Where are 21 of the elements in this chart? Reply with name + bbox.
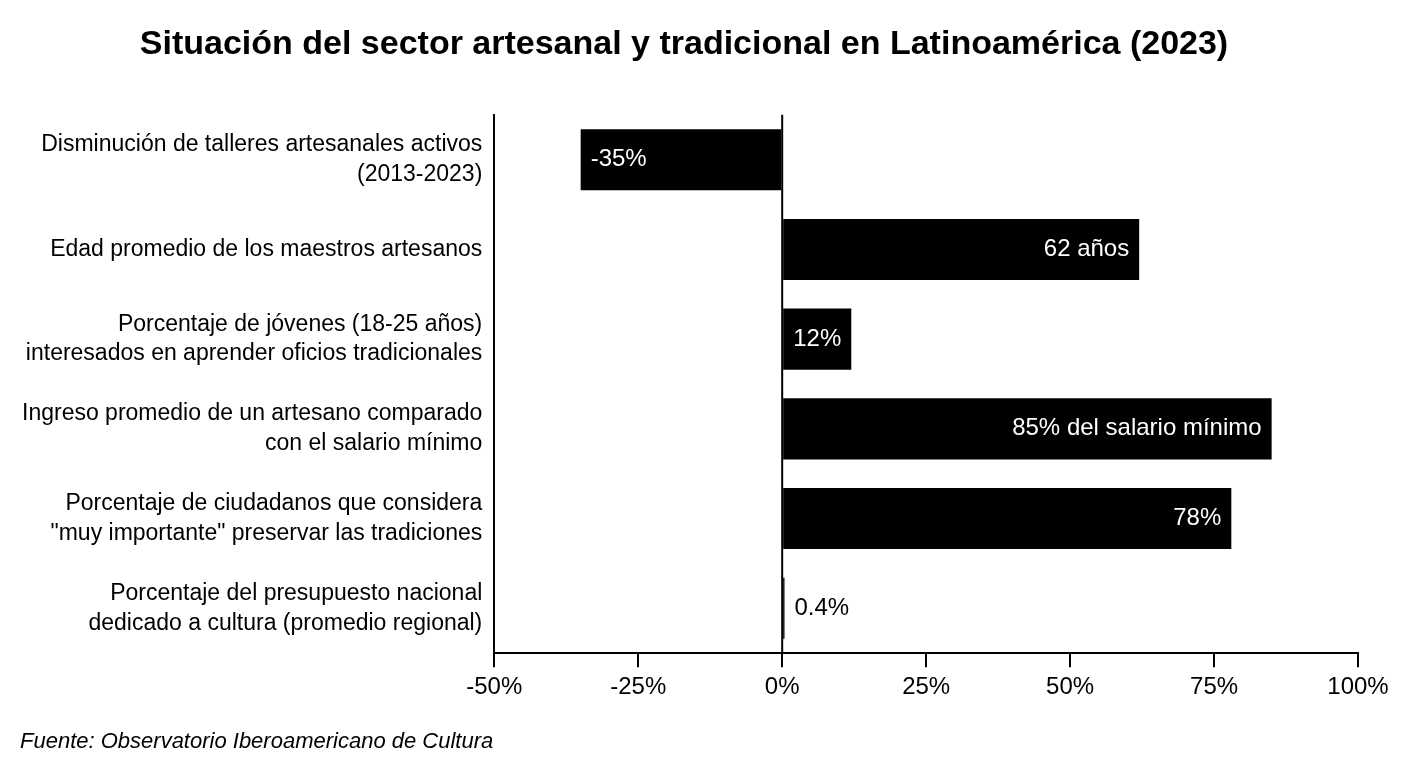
x-tick-label: 25% <box>902 672 951 700</box>
y-tick-label: Porcentaje de jóvenes (18-25 años) interesados en aprender oficios tradicionales <box>25 309 483 366</box>
x-tick-label: 50% <box>1046 672 1095 700</box>
data-label: 85% del salario mínimo <box>1012 413 1262 441</box>
x-tick-label: 75% <box>1190 672 1239 700</box>
data-label: 12% <box>793 323 842 351</box>
y-tick-label: Disminución de talleres artesanales activos (2013-2023) <box>41 130 483 186</box>
data-label: -35% <box>590 144 647 172</box>
data-label: 78% <box>1173 503 1222 531</box>
y-tick-label: Ingreso promedio de un artesano comparado con el salario mínimo <box>22 399 483 456</box>
x-tick-label: 100% <box>1327 672 1389 700</box>
y-tick-label: Porcentaje de ciudadanos que considera "muy importante" preservar las tradiciones <box>50 488 483 545</box>
source-note: Fuente: Observatorio Iberoamericano de Cultura <box>20 728 494 753</box>
y-tick-label: Porcentaje del presupuesto nacional dedicado a cultura (promedio regional) <box>88 578 483 635</box>
chart-title: Situación del sector artesanal y tradicional en Latinoamérica (2023) <box>139 22 1229 61</box>
y-tick-label: Edad promedio de los maestros artesanos <box>50 234 483 261</box>
x-tick-label: -50% <box>466 672 523 700</box>
x-tick-label: -25% <box>610 672 667 700</box>
data-label: 0.4% <box>794 592 850 620</box>
x-tick-label: 0% <box>764 672 800 700</box>
data-label: 62 años <box>1043 234 1130 262</box>
